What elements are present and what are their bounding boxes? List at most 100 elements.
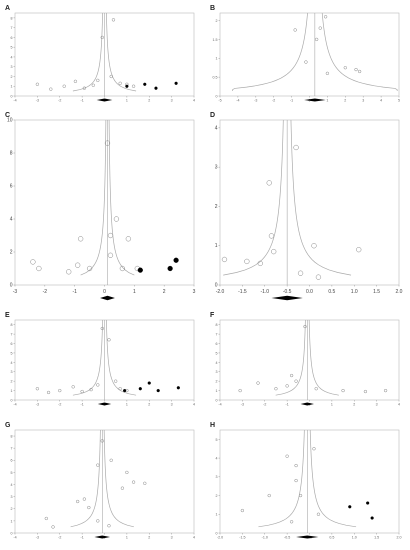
y-tick-label: 1: [11, 389, 13, 393]
study-point: [297, 270, 304, 276]
imputed-study-point: [174, 81, 178, 85]
study-point: [293, 28, 297, 32]
study-point: [316, 512, 321, 516]
study-point: [46, 390, 51, 395]
x-tick-label: 1.5: [374, 536, 379, 540]
x-tick-label: -0.5: [284, 536, 290, 540]
x-tick-label: 1: [126, 536, 128, 540]
study-point: [289, 520, 294, 524]
x-tick-label: -4: [13, 99, 16, 103]
x-tick-label: 1: [126, 403, 128, 407]
y-tick-label: 4: [216, 361, 218, 365]
study-point: [100, 439, 104, 443]
y-tick-label: 1.5: [213, 38, 218, 42]
funnel-limit-left: [232, 12, 308, 92]
x-tick-label: 1: [326, 99, 328, 103]
x-tick-label: -2: [43, 289, 48, 295]
y-tick-label: 10: [7, 117, 13, 123]
y-tick-label: 0.5: [213, 76, 218, 80]
imputed-study-point: [138, 387, 142, 391]
y-tick-label: 2: [216, 380, 218, 384]
y-tick-label: 1: [216, 513, 218, 517]
x-tick-label: -2: [263, 403, 266, 407]
x-tick-label: -1: [286, 403, 289, 407]
funnel-limit-right: [308, 319, 339, 396]
x-tick-label: -1: [290, 99, 293, 103]
study-point: [100, 35, 104, 40]
imputed-study-point: [123, 388, 127, 393]
study-point: [221, 256, 228, 263]
funnel-limit-left: [80, 119, 107, 276]
y-tick-label: 2: [11, 380, 13, 384]
y-tick-label: 2: [215, 204, 218, 210]
x-tick-label: -3: [13, 289, 18, 295]
y-tick-label: 1: [216, 389, 218, 393]
x-tick-label: -1.5: [239, 536, 245, 540]
study-point: [71, 385, 75, 389]
x-tick-label: 3: [376, 403, 378, 407]
x-tick-label: -3: [241, 403, 244, 407]
study-point: [118, 387, 122, 391]
study-point: [96, 383, 100, 387]
imputed-study-point: [176, 386, 180, 390]
study-point: [343, 66, 347, 70]
study-point: [294, 379, 298, 383]
x-tick-label: 1: [133, 289, 136, 295]
imputed-study-point: [137, 267, 143, 273]
study-point: [303, 324, 307, 329]
study-point: [256, 381, 260, 385]
study-point: [118, 81, 122, 85]
y-tick-label: 2: [11, 507, 13, 511]
x-tick-label: -2: [58, 403, 61, 407]
y-tick-label: 5: [216, 351, 218, 355]
y-tick-label: 3: [216, 370, 218, 374]
study-point: [293, 144, 299, 151]
y-tick-label: 3: [11, 65, 13, 69]
x-tick-label: 2: [148, 99, 150, 103]
y-tick-label: 8: [10, 150, 13, 156]
x-tick-label: -2.0: [217, 536, 223, 540]
x-tick-label: 2.0: [397, 536, 402, 540]
x-tick-label: 4: [193, 403, 195, 407]
x-tick-label: 4: [193, 99, 195, 103]
study-point: [315, 274, 322, 280]
x-tick-label: -1.0: [260, 289, 269, 295]
study-point: [131, 480, 136, 484]
x-tick-label: -3: [36, 536, 39, 540]
y-tick-label: 1: [11, 85, 13, 89]
panel-label: H: [210, 422, 216, 429]
plot-frame: [219, 12, 400, 97]
summary-diamond: [100, 295, 115, 301]
x-tick-label: -1: [72, 289, 77, 295]
funnel-limit-left: [258, 429, 305, 528]
funnel-limit-left: [223, 119, 284, 276]
study-point: [114, 379, 118, 383]
study-point: [82, 86, 87, 90]
study-point: [244, 258, 250, 265]
study-point: [289, 373, 294, 378]
study-point: [113, 216, 120, 222]
x-tick-label: 0.5: [329, 536, 334, 540]
study-point: [294, 463, 298, 468]
study-point: [356, 246, 362, 253]
study-point: [354, 67, 358, 72]
study-point: [363, 389, 368, 394]
summary-diamond: [300, 402, 314, 406]
x-tick-label: 4: [193, 536, 195, 540]
study-point: [35, 82, 40, 86]
x-tick-label: -3: [36, 403, 39, 407]
y-tick-label: 7: [216, 333, 218, 337]
x-tick-label: 0.0: [306, 289, 313, 295]
x-tick-label: -1: [81, 403, 84, 407]
funnel-limit-left: [72, 12, 103, 92]
y-tick-label: 4: [11, 361, 13, 365]
study-point: [30, 259, 36, 265]
funnel-plot-b: B -5-4-3-2-101234500.511.52: [210, 5, 405, 108]
x-tick-label: 1.0: [352, 536, 357, 540]
study-point: [96, 78, 100, 83]
funnel-plot-f: F -4-3-2-101234012345678: [210, 312, 405, 412]
study-point: [96, 463, 100, 467]
study-point: [298, 493, 303, 498]
